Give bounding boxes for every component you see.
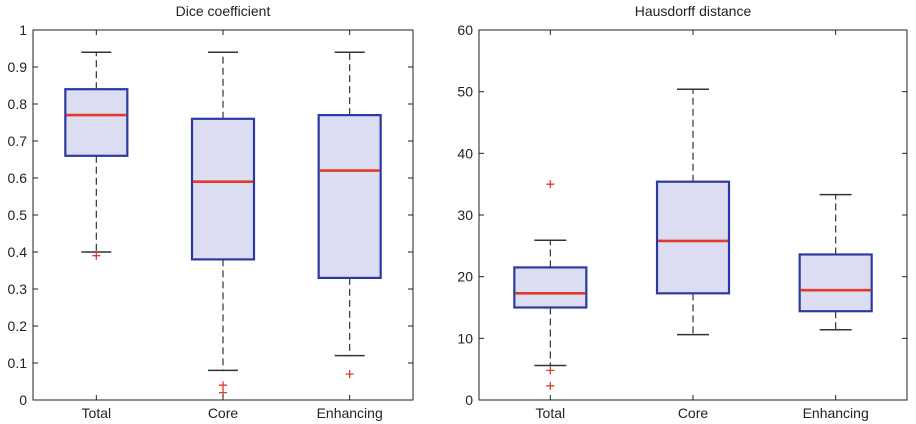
x-category-label: Enhancing <box>317 405 383 421</box>
interquartile-box <box>513 266 588 309</box>
box-total <box>513 180 588 390</box>
x-category-label: Core <box>678 405 709 421</box>
y-tick-label: 0.8 <box>8 96 28 112</box>
y-tick-label: 0.1 <box>8 355 28 371</box>
interquartile-box <box>317 113 382 280</box>
y-tick-label: 0 <box>465 392 473 408</box>
interquartile-box <box>64 88 129 157</box>
y-tick-label: 0.7 <box>8 133 28 149</box>
y-tick-label: 20 <box>457 269 473 285</box>
box-enhancing <box>798 193 873 331</box>
chart-title: Hausdorff distance <box>635 3 752 19</box>
y-tick-label: 0.3 <box>8 281 28 297</box>
outlier-marker <box>219 381 227 390</box>
y-tick-label: 60 <box>457 22 473 38</box>
y-tick-label: 0.2 <box>8 318 28 334</box>
outlier-marker <box>546 180 555 189</box>
y-tick-label: 0.6 <box>8 170 28 186</box>
x-category-label: Total <box>536 405 566 421</box>
y-tick-label: 0.4 <box>8 244 28 260</box>
x-category-label: Total <box>82 405 112 421</box>
interquartile-box <box>655 180 731 295</box>
box-enhancing <box>317 51 382 379</box>
outlier-marker <box>546 366 555 375</box>
outlier-marker <box>546 381 555 390</box>
x-category-label: Core <box>208 405 239 421</box>
chart-title: Dice coefficient <box>176 3 271 19</box>
box-total <box>64 51 129 260</box>
outlier-marker <box>92 251 101 260</box>
y-tick-label: 30 <box>457 207 473 223</box>
y-tick-label: 0.9 <box>8 59 28 75</box>
outlier-marker <box>345 370 354 379</box>
y-tick-label: 10 <box>457 330 473 346</box>
x-category-label: Enhancing <box>803 405 869 421</box>
interquartile-box <box>190 117 256 261</box>
dice-coefficient-panel: Dice coefficient 0 0.1 0.2 0.3 0.4 0.5 0.6 0.7 0.… <box>8 3 414 421</box>
box-core <box>655 88 731 336</box>
y-tick-label: 1 <box>19 22 27 38</box>
y-tick-label: 0 <box>19 392 27 408</box>
y-tick-label: 40 <box>457 145 473 161</box>
hausdorff-distance-panel: Hausdorff distance 0 10 20 30 40 50 60 Total Core… <box>457 3 908 421</box>
y-tick-label: 50 <box>457 84 473 100</box>
y-tick-label: 0.5 <box>8 207 28 223</box>
interquartile-box <box>798 253 873 313</box>
box-core <box>190 51 256 397</box>
